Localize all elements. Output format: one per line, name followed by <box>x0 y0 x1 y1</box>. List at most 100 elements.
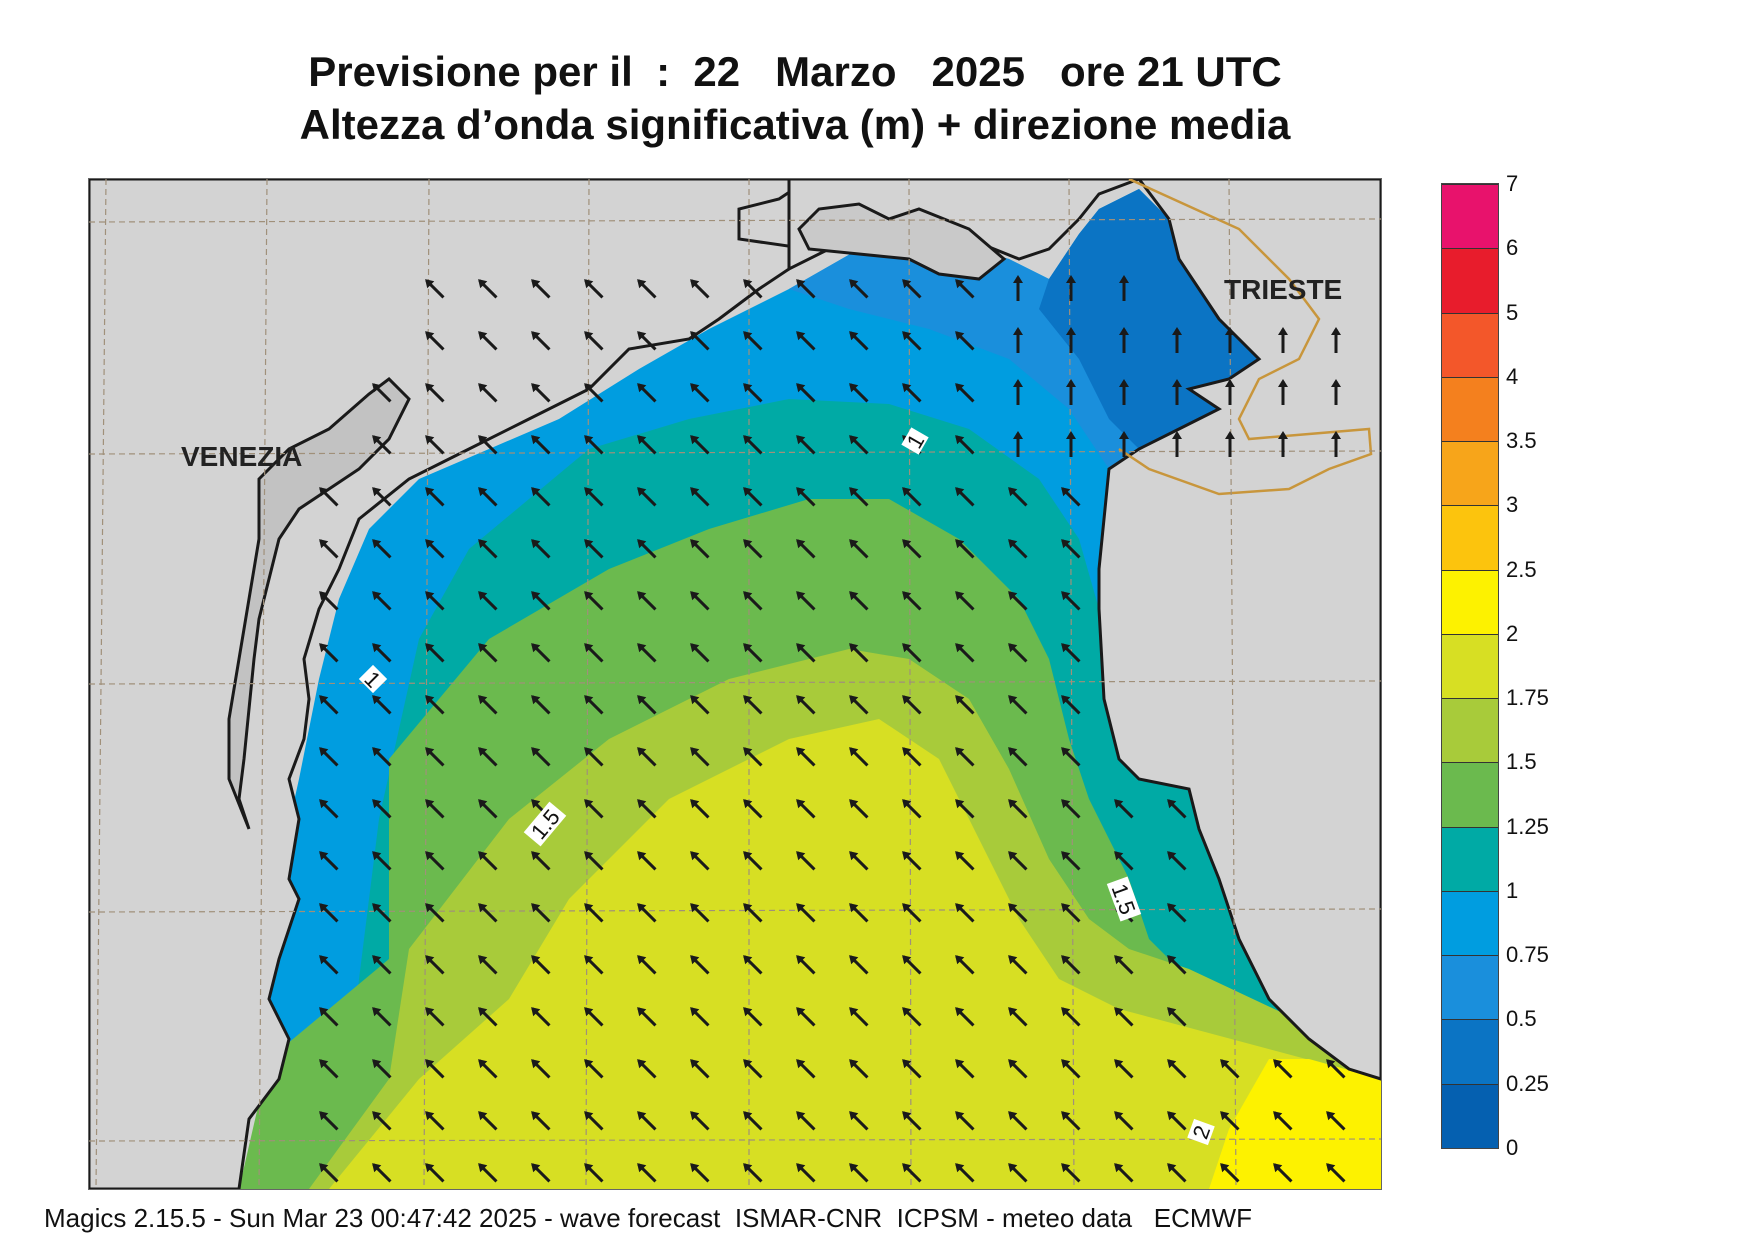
legend-tick-label: 4 <box>1506 363 1519 389</box>
direction-arrow <box>796 903 816 923</box>
legend-tick-label: 7 <box>1506 171 1519 196</box>
direction-arrow <box>425 955 445 975</box>
direction-arrow <box>637 539 657 559</box>
direction-arrow <box>1119 431 1129 457</box>
direction-arrow <box>743 383 763 403</box>
direction-arrow <box>1114 799 1134 819</box>
direction-arrow <box>1008 591 1028 611</box>
city-label-trieste: TRIESTE <box>1224 274 1343 305</box>
wave-direction-arrows <box>319 275 1346 1183</box>
direction-arrow <box>372 383 392 403</box>
direction-arrow <box>425 1007 445 1027</box>
direction-arrow <box>478 903 498 923</box>
direction-arrow <box>372 903 392 923</box>
legend-swatch <box>1442 890 1498 956</box>
legend-swatch <box>1442 312 1498 377</box>
legend-swatch <box>1442 1083 1498 1148</box>
direction-arrow <box>1114 1007 1134 1027</box>
direction-arrow <box>531 851 551 871</box>
direction-arrow <box>796 331 816 351</box>
direction-arrow <box>584 539 604 559</box>
direction-arrow <box>425 487 445 507</box>
direction-arrow <box>1167 955 1187 975</box>
direction-arrow <box>743 1163 763 1183</box>
direction-arrow <box>425 539 445 559</box>
direction-arrow <box>478 383 498 403</box>
direction-arrow <box>1013 379 1023 405</box>
direction-arrow <box>849 591 869 611</box>
direction-arrow <box>319 1059 339 1079</box>
direction-arrow <box>425 1111 445 1131</box>
direction-arrow <box>637 1007 657 1027</box>
direction-arrow <box>902 331 922 351</box>
direction-arrow <box>743 591 763 611</box>
direction-arrow <box>1061 1059 1081 1079</box>
direction-arrow <box>690 539 710 559</box>
direction-arrow <box>1061 799 1081 819</box>
direction-arrow <box>1008 539 1028 559</box>
direction-arrow <box>1066 379 1076 405</box>
direction-arrow <box>637 851 657 871</box>
direction-arrow <box>372 747 392 767</box>
direction-arrow <box>637 279 657 299</box>
direction-arrow <box>1331 379 1341 405</box>
legend-tick-label: 1.25 <box>1506 813 1549 839</box>
direction-arrow <box>1326 1111 1346 1131</box>
direction-arrow <box>1061 1111 1081 1131</box>
direction-arrow <box>743 955 763 975</box>
sea-band-2-25 <box>1209 1059 1381 1189</box>
legend-swatch <box>1442 1019 1498 1084</box>
direction-arrow <box>425 1059 445 1079</box>
direction-arrow <box>690 1111 710 1131</box>
direction-arrow <box>690 1163 710 1183</box>
direction-arrow <box>902 591 922 611</box>
direction-arrow <box>1013 431 1023 457</box>
direction-arrow <box>902 955 922 975</box>
direction-arrow <box>584 1163 604 1183</box>
direction-arrow <box>1273 1111 1293 1131</box>
direction-arrow <box>690 383 710 403</box>
direction-arrow <box>478 487 498 507</box>
direction-arrow <box>955 903 975 923</box>
direction-arrow <box>319 799 339 819</box>
direction-arrow <box>1061 1163 1081 1183</box>
direction-arrow <box>849 1163 869 1183</box>
direction-arrow <box>955 435 975 455</box>
direction-arrow <box>1061 695 1081 715</box>
direction-arrow <box>319 487 339 507</box>
direction-arrow <box>637 591 657 611</box>
direction-arrow <box>637 1163 657 1183</box>
direction-arrow <box>531 1007 551 1027</box>
direction-arrow <box>1061 591 1081 611</box>
legend-tick-label: 5 <box>1506 299 1519 325</box>
direction-arrow <box>1114 955 1134 975</box>
direction-arrow <box>1273 1059 1293 1079</box>
direction-arrow <box>849 539 869 559</box>
direction-arrow <box>1008 1059 1028 1079</box>
direction-arrow <box>743 331 763 351</box>
direction-arrow <box>425 331 445 351</box>
direction-arrow <box>955 747 975 767</box>
direction-arrow <box>743 1111 763 1131</box>
legend-tick-label: 1 <box>1506 877 1519 903</box>
direction-arrow <box>1066 431 1076 457</box>
direction-arrow <box>1008 955 1028 975</box>
direction-arrow <box>796 1007 816 1027</box>
direction-arrow <box>1225 431 1235 457</box>
direction-arrow <box>902 487 922 507</box>
direction-arrow <box>849 1059 869 1079</box>
direction-arrow <box>1008 1007 1028 1027</box>
map-subtitle: Altezza d’onda significativa (m) + direz… <box>299 101 1291 148</box>
direction-arrow <box>690 903 710 923</box>
direction-arrow <box>849 643 869 663</box>
direction-arrow <box>1220 1163 1240 1183</box>
direction-arrow <box>955 1059 975 1079</box>
direction-arrow <box>1061 643 1081 663</box>
direction-arrow <box>319 1111 339 1131</box>
direction-arrow <box>955 799 975 819</box>
direction-arrow <box>584 903 604 923</box>
direction-arrow <box>478 695 498 715</box>
direction-arrow <box>849 435 869 455</box>
legend-tick-label: 0.25 <box>1506 1070 1549 1096</box>
direction-arrow <box>796 799 816 819</box>
